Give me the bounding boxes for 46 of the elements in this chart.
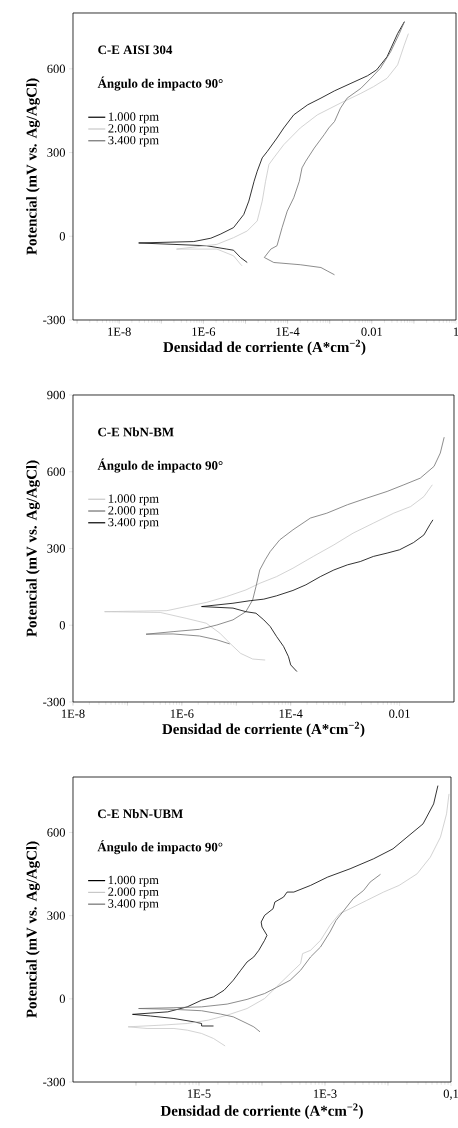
y-axis-title: Potencial (mV vs. Ag/AgCl) [26,78,40,255]
x-axis-title: Densidad de corriente (A*cm$^{−2}$) [163,339,366,356]
legend-label: 3.400 rpm [108,899,159,911]
y-tick-label: 0 [59,232,66,241]
y-tick-label: 600 [47,64,66,74]
y-axis-title: Potencial (mV vs. Ag/AgCl) [26,460,40,637]
y-tick-label: -300 [43,697,65,707]
legend-label: 2.000 rpm [108,124,159,136]
y-tick-label: 300 [47,544,65,553]
y-tick-label: 0 [59,994,65,1004]
legend-label: 1.000 rpm [108,494,159,506]
legend-label: 2.000 rpm [108,887,159,899]
x-tick-label: 1 [453,327,458,336]
x-axis-title: Densidad de corriente (A*cm$^{−2}$) [162,721,365,738]
text: C-E AISI 304 [98,45,173,55]
y-tick-label: 600 [47,828,65,837]
annotation: Ángulo de impacto 90° [97,76,223,91]
x-axis-title: Densidad de corriente (A*cm$^{−2}$) [160,1103,363,1119]
x-tick-label: 1E-8 [108,327,131,336]
legend-label: 1.000 rpm [108,875,159,887]
x-tick-label: 1E-8 [61,709,85,718]
y-tick-label: 0 [59,621,65,630]
x-tick-label: 1E-5 [187,1089,211,1098]
x-tick-label: 0.01 [361,327,382,336]
y-tick-label: -300 [43,315,65,325]
y-tick-label: 600 [47,467,65,476]
legend-label: 2.000 rpm [108,506,159,518]
text: C-E NbN-BM [98,427,174,437]
x-tick-label: 0,1 [443,1089,458,1100]
x-tick-label: 1E-6 [192,327,216,336]
x-tick-label: 1E-6 [170,709,194,718]
x-tick-label: 1E-4 [279,709,303,718]
annotation: Ángulo de impacto 90° [97,458,223,473]
x-tick-label: 0.01 [389,709,410,718]
y-tick-label: 900 [47,390,65,400]
x-tick-label: 1E-4 [276,327,300,336]
legend-label: 3.400 rpm [108,517,159,529]
x-tick-label: 1E-3 [313,1089,337,1098]
legend-label: 3.400 rpm [108,135,159,147]
annotation: Ángulo de impacto 90° [97,840,223,855]
y-tick-label: -300 [43,1077,65,1087]
text: C-E NbN-UBM [97,809,183,819]
legend-label: 1.000 rpm [108,112,159,124]
y-tick-label: 300 [47,911,65,920]
y-tick-label: 300 [47,148,66,157]
y-axis-title: Potencial (mV vs. Ag/AgCl) [26,841,40,1018]
